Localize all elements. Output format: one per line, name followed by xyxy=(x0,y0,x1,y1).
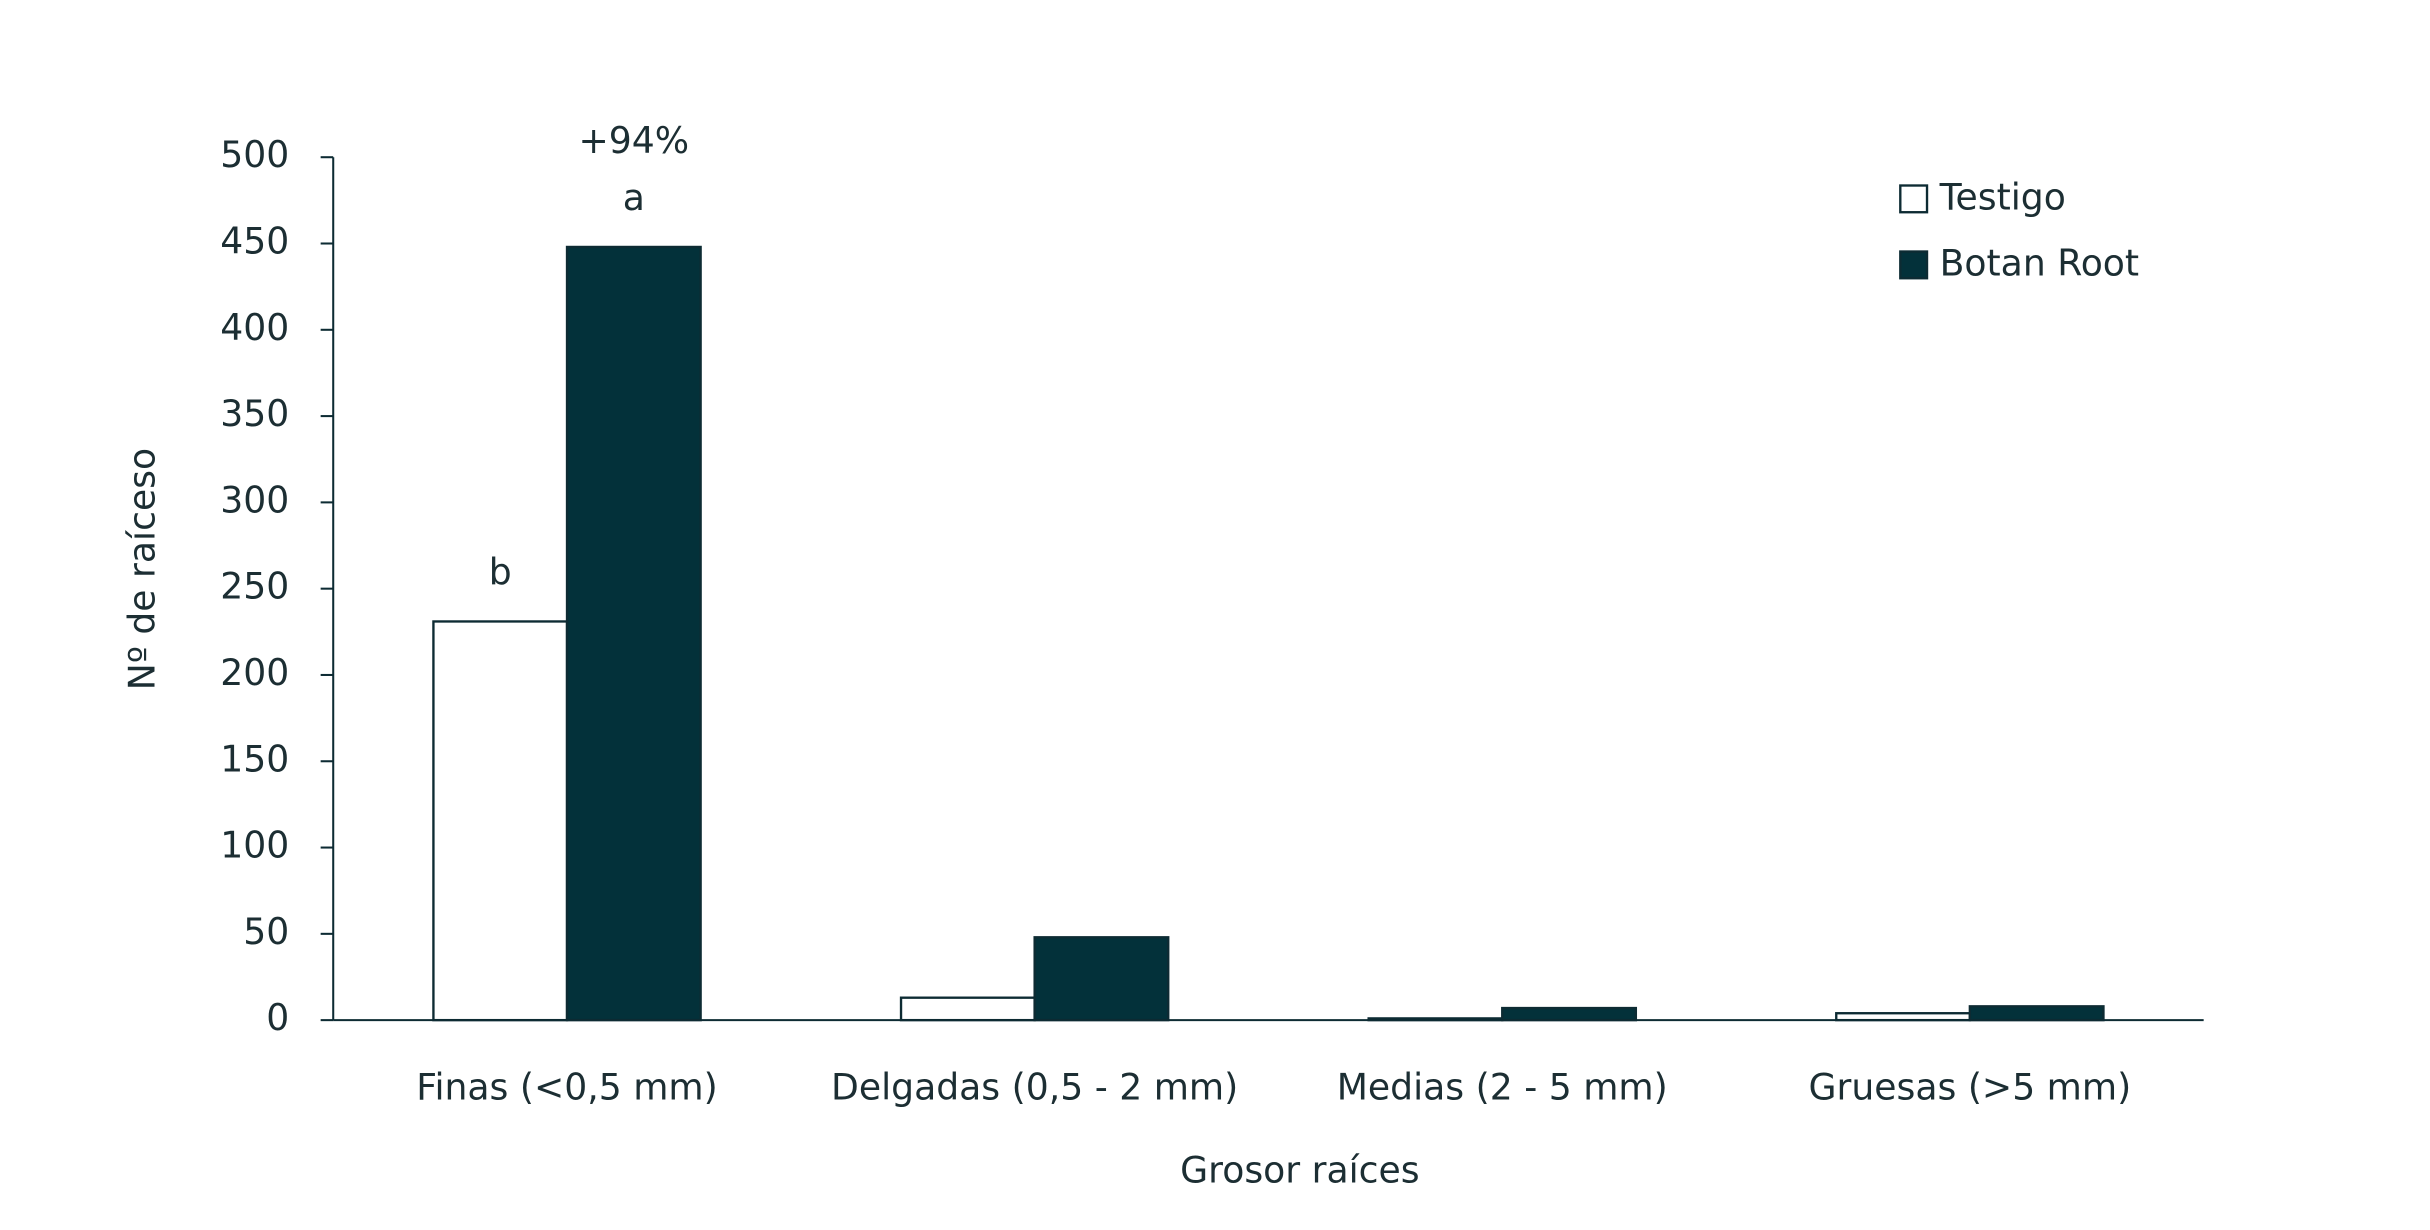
annotation: a xyxy=(623,176,645,219)
bar xyxy=(899,996,1036,1022)
y-tick-label: 200 xyxy=(220,651,289,694)
y-tick-label: 450 xyxy=(220,220,289,263)
y-tick-label: 50 xyxy=(243,910,289,953)
legend-swatch xyxy=(1899,250,1929,280)
y-axis-title: Nº de raíceso xyxy=(121,448,164,690)
x-tick-label: Gruesas (>5 mm) xyxy=(1809,1065,2132,1108)
x-tick-label: Medias (2 - 5 mm) xyxy=(1337,1065,1668,1108)
y-tick-label: 250 xyxy=(220,565,289,608)
legend-swatch xyxy=(1899,184,1929,214)
annotation: +94% xyxy=(579,119,690,162)
y-tick-label: 300 xyxy=(220,478,289,521)
bar xyxy=(1501,1006,1638,1022)
bar xyxy=(565,245,702,1022)
bar xyxy=(432,620,569,1022)
y-tick-label: 0 xyxy=(266,996,289,1039)
annotation: b xyxy=(489,550,512,593)
y-tick-label: 100 xyxy=(220,824,289,867)
y-tick-label: 400 xyxy=(220,306,289,349)
x-axis-title: Grosor raíces xyxy=(1180,1149,1419,1192)
x-tick-label: Delgadas (0,5 - 2 mm) xyxy=(831,1065,1238,1108)
legend-label: Botan Root xyxy=(1940,242,2140,285)
bar xyxy=(1968,1005,2105,1022)
x-tick-label: Finas (<0,5 mm) xyxy=(416,1065,717,1108)
y-tick-label: 150 xyxy=(220,737,289,780)
y-tick-label: 350 xyxy=(220,392,289,435)
y-tick-label: 500 xyxy=(220,133,289,176)
bar xyxy=(1033,936,1170,1022)
bar xyxy=(1835,1012,1972,1022)
legend-label: Testigo xyxy=(1939,176,2066,219)
